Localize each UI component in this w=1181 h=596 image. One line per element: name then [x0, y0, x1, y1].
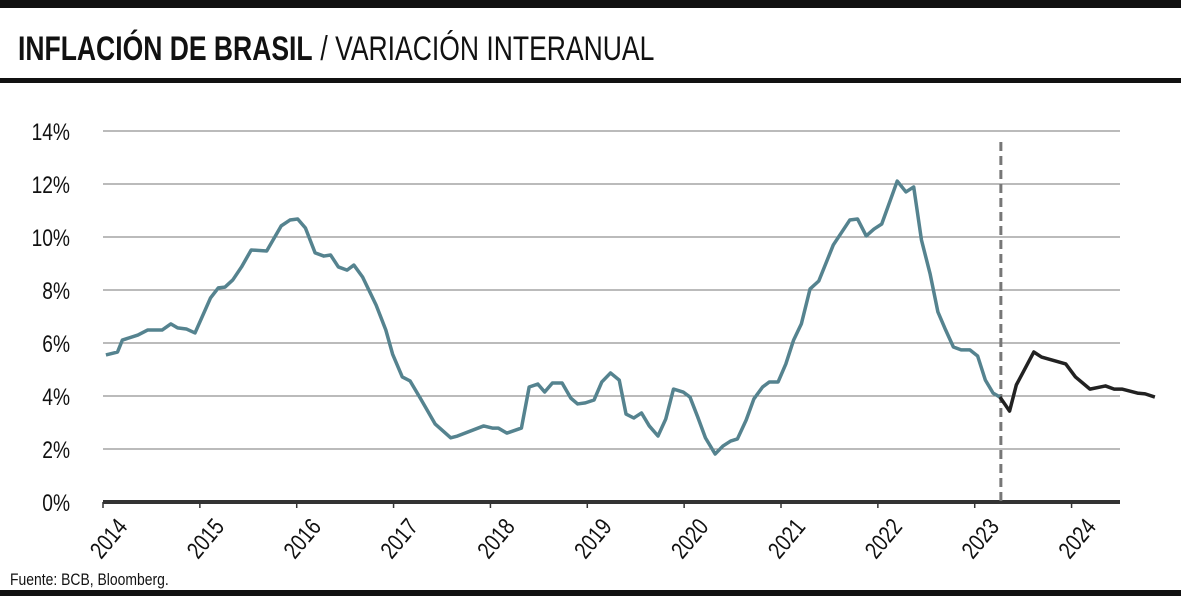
bottom-bar: [0, 590, 1181, 596]
y-tick-group: 14%: [32, 118, 70, 146]
series-line: [105, 179, 1001, 456]
series-line: [998, 350, 1156, 413]
x-tick-group: 2019: [568, 513, 617, 563]
x-tick-group: 2022: [859, 513, 908, 563]
y-tick-group: 2%: [42, 436, 70, 464]
x-tick-group: 2016: [278, 513, 327, 563]
top-bar: [0, 0, 1181, 8]
y-tick-label: 6%: [42, 330, 70, 358]
y-tick-group: 0%: [42, 489, 70, 517]
y-tick-group: 4%: [42, 383, 70, 411]
x-tick-label: 2022: [859, 513, 908, 563]
chart-subtitle: / VARIACIÓN INTERANUAL: [320, 29, 654, 68]
source-group: Fuente: BCB, Bloomberg.: [10, 571, 169, 590]
y-tick-label: 0%: [42, 489, 70, 517]
y-tick-group: 12%: [32, 171, 70, 199]
chart-title: INFLACIÓN DE BRASIL: [18, 28, 313, 68]
x-tick-label: 2024: [1053, 513, 1102, 563]
x-tick-group: 2017: [375, 513, 424, 563]
source: Fuente: BCB, Bloomberg.: [10, 571, 169, 590]
y-tick-group: 8%: [42, 277, 70, 305]
x-tick-label: 2014: [84, 513, 133, 563]
x-tick-group: 2014: [84, 513, 133, 563]
x-tick-group: 2021: [762, 513, 811, 563]
y-tick-group: 6%: [42, 330, 70, 358]
x-tick-label: 2020: [665, 513, 714, 563]
x-tick-label: 2015: [181, 513, 230, 563]
title-group: INFLACIÓN DE BRASIL / VARIACIÓN INTERANU…: [18, 28, 654, 68]
x-tick-group: 2023: [956, 513, 1005, 563]
y-tick-label: 8%: [42, 277, 70, 305]
y-tick-label: 14%: [32, 118, 70, 146]
x-tick-group: 2020: [665, 513, 714, 563]
y-tick-label: 2%: [42, 436, 70, 464]
x-tick-label: 2016: [278, 513, 327, 563]
y-tick-group: 10%: [32, 224, 70, 252]
x-tick-label: 2017: [375, 513, 424, 563]
x-tick-group: 2024: [1053, 513, 1102, 563]
x-tick-label: 2018: [472, 513, 521, 563]
x-tick-label: 2023: [956, 513, 1005, 563]
x-tick-label: 2021: [762, 513, 811, 563]
y-tick-label: 12%: [32, 171, 70, 199]
y-tick-label: 4%: [42, 383, 70, 411]
x-tick-label: 2019: [568, 513, 617, 563]
x-tick-group: 2018: [472, 513, 521, 563]
x-tick-group: 2015: [181, 513, 230, 563]
y-tick-label: 10%: [32, 224, 70, 252]
title-rule: [0, 78, 1181, 83]
